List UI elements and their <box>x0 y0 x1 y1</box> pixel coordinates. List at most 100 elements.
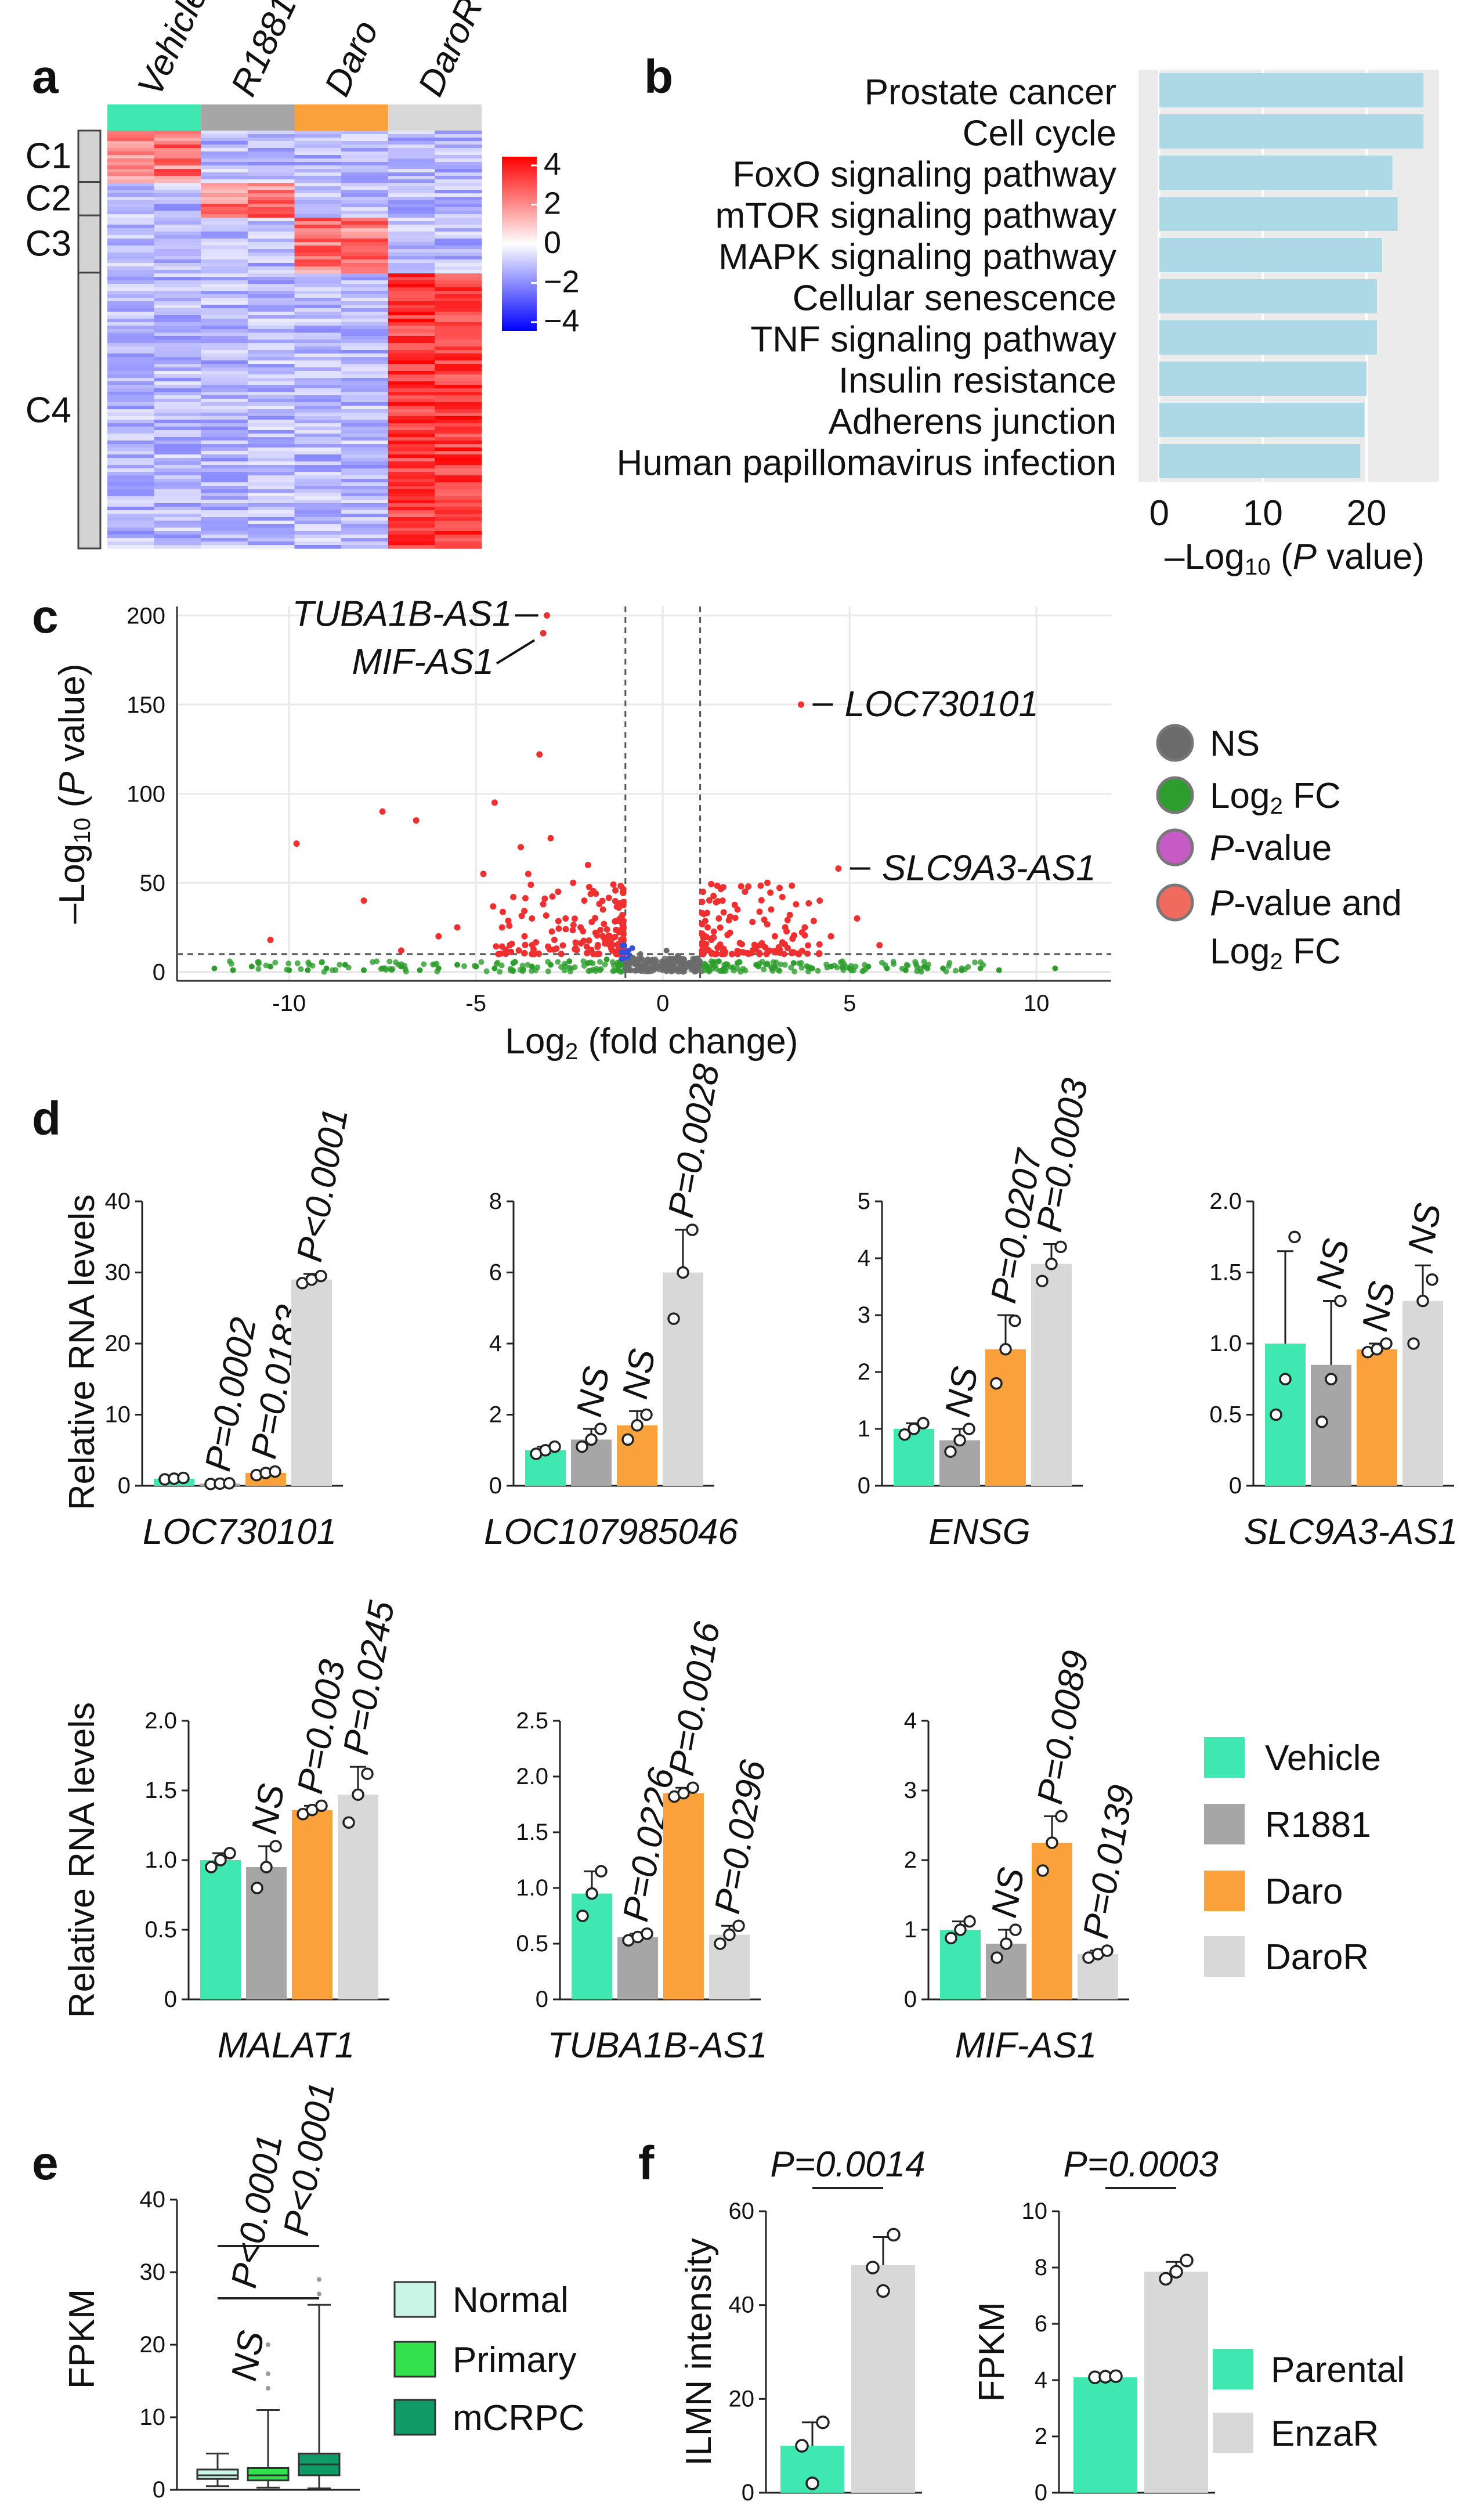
heatmap-cell <box>154 350 201 354</box>
heatmap-cell <box>201 434 248 438</box>
heatmap-cell <box>435 176 482 180</box>
legend-marker <box>1156 776 1194 814</box>
heatmap-cell <box>247 465 295 469</box>
fc-point <box>735 960 740 966</box>
data-point <box>1180 2254 1194 2268</box>
heatmap-cell <box>435 252 482 257</box>
heatmap-cell <box>201 193 248 197</box>
heatmap-cell <box>435 528 482 532</box>
heatmap-cell <box>341 315 389 319</box>
data-point <box>251 1882 263 1894</box>
heatmap-cell <box>341 531 389 535</box>
sig-point <box>594 941 601 948</box>
data-point <box>315 1269 327 1283</box>
data-point <box>677 1266 689 1279</box>
sig-point <box>588 919 595 926</box>
heatmap-cell <box>341 402 389 406</box>
legend-swatch <box>393 2341 436 2378</box>
sig-point <box>522 941 529 948</box>
heatmap-cell <box>388 308 435 312</box>
sig-point <box>810 918 817 925</box>
y-tick-label: 3 <box>858 1302 870 1328</box>
y-tick-label: 2.0 <box>1209 1189 1242 1214</box>
y-tick-label: 10 <box>105 1402 131 1428</box>
data-point <box>945 1931 957 1945</box>
heatmap-cell <box>435 517 482 521</box>
heatmap-cell <box>247 458 295 462</box>
cluster-bar <box>77 272 102 550</box>
fc-point <box>272 959 279 966</box>
heatmap-cell <box>201 482 248 486</box>
p-value-label: NS <box>244 1781 292 1837</box>
heatmap-cell <box>294 545 342 549</box>
heatmap-cell <box>201 263 248 267</box>
outlier <box>266 2386 270 2391</box>
heatmap-cell <box>294 245 342 250</box>
box <box>196 2468 239 2480</box>
heatmap-cell <box>294 315 342 319</box>
heatmap-cell <box>201 249 248 253</box>
data-point <box>805 2476 819 2490</box>
heatmap-cell <box>388 385 435 389</box>
heatmap-cell <box>435 165 482 169</box>
heatmap-cell <box>154 218 201 222</box>
p-value-label: P=0.0003 <box>1063 2144 1218 2185</box>
heatmap-cell <box>107 294 155 298</box>
heatmap-cell <box>247 158 295 163</box>
heatmap-cell <box>107 200 155 204</box>
heatmap-cell <box>294 294 342 298</box>
heatmap-cell <box>247 291 295 295</box>
sig-point <box>699 920 706 927</box>
heatmap-cell <box>107 249 155 253</box>
sig-point <box>764 921 771 928</box>
heatmap-cell <box>294 413 342 417</box>
ns-point <box>652 958 659 965</box>
heatmap-cell <box>107 496 155 500</box>
heatmap-cell <box>201 162 248 166</box>
heatmap-cell <box>294 538 342 542</box>
heatmap-cell <box>107 308 155 312</box>
sig-point <box>498 943 505 950</box>
sig-point <box>706 897 713 904</box>
heatmap-cell <box>435 179 482 183</box>
heatmap-cell <box>341 420 389 424</box>
heatmap-cell <box>294 333 342 337</box>
data-point <box>714 1937 726 1950</box>
heatmap-cell <box>154 287 201 291</box>
cluster-bar <box>77 129 102 183</box>
heatmap-cell <box>294 165 342 169</box>
data-point <box>1169 2265 1183 2279</box>
gene-label: LOC107985046 <box>484 1512 738 1552</box>
heatmap-cell <box>201 385 248 389</box>
y-tick-label: 1.5 <box>144 1778 177 1803</box>
heatmap-cell <box>201 350 248 354</box>
fc-point <box>815 967 821 974</box>
heatmap-cell <box>341 225 389 229</box>
fc-point <box>298 966 304 972</box>
heatmap-cell <box>388 458 435 462</box>
legend-swatch <box>1204 1737 1245 1778</box>
sig-point <box>599 897 606 904</box>
enrichment-bar <box>1159 362 1367 396</box>
heatmap-cell <box>435 409 482 413</box>
heatmap-cell <box>341 524 389 528</box>
heatmap-cell <box>341 486 389 490</box>
heatmap-cell <box>154 367 201 371</box>
heatmap-cell <box>107 284 155 288</box>
fc-point <box>555 959 561 965</box>
heatmap-cell <box>435 298 482 302</box>
heatmap-cell <box>341 197 389 201</box>
heatmap-cell <box>294 155 342 159</box>
heatmap-cell <box>294 336 342 340</box>
heatmap-cell <box>107 165 155 169</box>
y-tick-label: 1 <box>858 1416 870 1442</box>
sig-point <box>454 924 461 931</box>
heatmap-cell <box>435 427 482 431</box>
heatmap-cell <box>247 315 295 319</box>
sig-point <box>570 879 577 886</box>
heatmap-cell <box>107 183 155 187</box>
heatmap-cell <box>294 277 342 281</box>
heatmap-cell <box>154 197 201 201</box>
y-tick-label: 30 <box>140 2259 166 2285</box>
heatmap-cell <box>154 305 201 309</box>
